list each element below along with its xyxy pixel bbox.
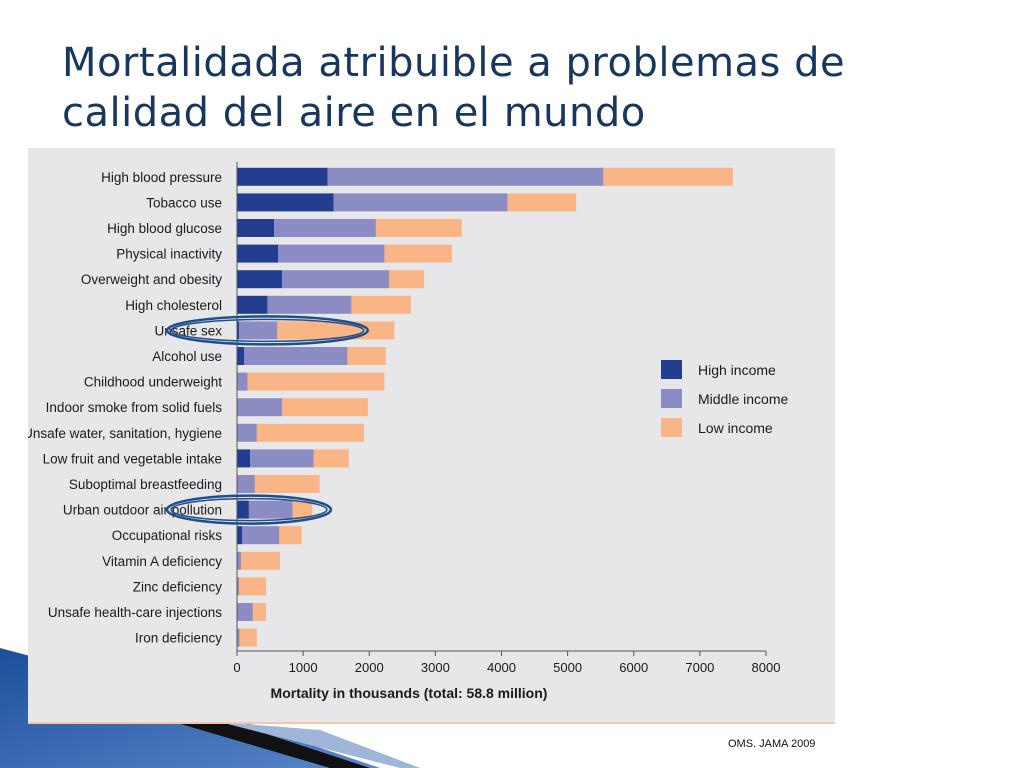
x-tick-label-4000: 4000	[487, 660, 516, 675]
bar-middle-income-childhood-underweight	[237, 372, 248, 391]
category-label-vitamin-a-deficiency: Vitamin A deficiency	[102, 554, 222, 569]
bar-low-income-physical-inactivity	[384, 244, 452, 263]
bar-middle-income-occupational-risks	[242, 526, 280, 545]
category-label-indoor-smoke-from-solid-fuels: Indoor smoke from solid fuels	[46, 400, 223, 415]
category-label-unsafe-health-care-injections: Unsafe health-care injections	[48, 605, 222, 620]
slide-title: Mortalidada atribuible a problemas de ca…	[62, 40, 846, 136]
bar-low-income-iron-deficiency	[239, 628, 257, 647]
bar-low-income-high-blood-pressure	[603, 167, 733, 186]
x-tick-label-5000: 5000	[553, 660, 582, 675]
bar-low-income-unsafe-water-sanitation-hygiene	[256, 423, 364, 442]
bar-low-income-vitamin-a-deficiency	[240, 551, 280, 570]
bar-middle-income-vitamin-a-deficiency	[237, 551, 241, 570]
highlight-ellipse-inner-unsafe-sex	[170, 318, 365, 343]
bar-high-income-high-blood-glucose	[237, 219, 275, 237]
bar-high-income-overweight-and-obesity	[237, 270, 282, 289]
bar-low-income-urban-outdoor-air-pollution	[292, 500, 313, 519]
bar-low-income-overweight-and-obesity	[389, 270, 425, 289]
x-tick-label-8000: 8000	[752, 660, 781, 675]
bar-middle-income-zinc-deficiency	[237, 577, 239, 596]
bar-low-income-unsafe-health-care-injections	[252, 603, 267, 621]
bar-middle-income-unsafe-health-care-injections	[237, 603, 253, 621]
bar-middle-income-indoor-smoke-from-solid-fuels	[237, 398, 282, 417]
bar-low-income-occupational-risks	[279, 526, 302, 545]
bar-high-income-unsafe-sex	[237, 321, 239, 340]
highlight-ellipse-unsafe-sex	[165, 315, 370, 346]
bar-low-income-tobacco-use	[507, 193, 577, 212]
category-label-high-blood-glucose: High blood glucose	[107, 221, 222, 236]
category-label-occupational-risks: Occupational risks	[112, 528, 223, 543]
bar-high-income-urban-outdoor-air-pollution	[237, 500, 249, 519]
legend-label-low-income: Low income	[698, 420, 773, 436]
x-tick-label-1000: 1000	[289, 660, 318, 675]
bar-middle-income-suboptimal-breastfeeding	[237, 475, 255, 493]
bar-middle-income-high-blood-pressure	[327, 167, 604, 186]
highlight-ellipse-inner-urban-outdoor-air-pollution	[170, 497, 328, 522]
bar-low-income-unsafe-sex	[277, 321, 395, 340]
bar-middle-income-tobacco-use	[333, 193, 508, 212]
bar-high-income-low-fruit-and-vegetable-intake	[237, 449, 251, 468]
bar-low-income-high-blood-glucose	[375, 219, 462, 237]
category-label-zinc-deficiency: Zinc deficiency	[133, 579, 223, 594]
category-label-high-cholesterol: High cholesterol	[125, 298, 222, 313]
category-labels: High blood pressure Tobacco use High blood…	[28, 170, 222, 646]
category-label-low-fruit-and-vegetable-intake: Low fruit and vegetable intake	[43, 451, 222, 466]
bar-middle-income-overweight-and-obesity	[281, 270, 390, 289]
bar-low-income-indoor-smoke-from-solid-fuels	[281, 398, 368, 417]
x-tick-label-3000: 3000	[421, 660, 450, 675]
category-label-high-blood-pressure: High blood pressure	[101, 170, 222, 185]
category-label-urban-outdoor-air-pollution: Urban outdoor air pollution	[63, 503, 222, 518]
bar-middle-income-high-blood-glucose	[274, 219, 376, 237]
x-tick-label-2000: 2000	[355, 660, 384, 675]
legend-swatch-low-income	[661, 418, 682, 437]
bar-middle-income-high-cholesterol	[267, 295, 352, 314]
bar-high-income-physical-inactivity	[237, 244, 278, 263]
source-note: OMS. JAMA 2009	[728, 738, 816, 750]
legend-swatch-middle-income	[661, 389, 682, 408]
category-label-tobacco-use: Tobacco use	[146, 195, 222, 210]
chart-panel: High blood pressure Tobacco use High blood…	[28, 148, 835, 722]
bar-low-income-suboptimal-breastfeeding	[254, 475, 320, 493]
bar-high-income-alcohol-use	[237, 347, 245, 365]
panel-underline	[28, 722, 835, 724]
bar-high-income-high-blood-pressure	[237, 167, 328, 186]
bar-high-income-occupational-risks	[237, 526, 243, 545]
bar-low-income-high-cholesterol	[351, 295, 411, 314]
highlight-ellipses	[165, 315, 370, 525]
bar-low-income-childhood-underweight	[247, 372, 385, 391]
bar-middle-income-iron-deficiency	[237, 628, 240, 647]
category-label-suboptimal-breastfeeding: Suboptimal breastfeeding	[69, 477, 222, 492]
category-label-iron-deficiency: Iron deficiency	[135, 631, 222, 646]
bar-middle-income-physical-inactivity	[277, 244, 385, 263]
category-label-physical-inactivity: Physical inactivity	[116, 247, 222, 262]
bar-high-income-high-cholesterol	[237, 295, 268, 314]
bar-low-income-zinc-deficiency	[238, 577, 267, 596]
x-axis: 0 1000 2000 3000 4000 5000 6000 7000 8000	[233, 162, 780, 675]
legend: High income Middle income Low income	[661, 360, 788, 437]
bar-low-income-low-fruit-and-vegetable-intake	[313, 449, 349, 468]
bar-middle-income-unsafe-water-sanitation-hygiene	[237, 423, 257, 442]
bars-layer	[237, 167, 733, 647]
bar-middle-income-low-fruit-and-vegetable-intake	[250, 449, 314, 468]
bar-middle-income-unsafe-sex	[238, 321, 278, 340]
bar-chart: High blood pressure Tobacco use High blood…	[28, 162, 788, 701]
x-tick-label-0: 0	[233, 660, 240, 675]
bar-middle-income-alcohol-use	[244, 347, 348, 365]
x-tick-label-6000: 6000	[619, 660, 648, 675]
legend-label-middle-income: Middle income	[698, 391, 788, 407]
category-label-alcohol-use: Alcohol use	[152, 349, 222, 364]
category-label-unsafe-water-sanitation-hygiene: Unsafe water, sanitation, hygiene	[28, 426, 222, 441]
highlight-ellipse-urban-outdoor-air-pollution	[165, 494, 333, 525]
legend-swatch-high-income	[661, 360, 682, 379]
legend-label-high-income: High income	[698, 362, 776, 378]
x-axis-label: Mortality in thousands (total: 58.8 mill…	[271, 685, 548, 701]
x-tick-label-7000: 7000	[685, 660, 714, 675]
bar-middle-income-urban-outdoor-air-pollution	[248, 500, 293, 519]
category-label-overweight-and-obesity: Overweight and obesity	[81, 272, 222, 287]
category-label-childhood-underweight: Childhood underweight	[84, 375, 222, 390]
bar-low-income-alcohol-use	[347, 347, 386, 365]
bar-high-income-tobacco-use	[237, 193, 334, 212]
